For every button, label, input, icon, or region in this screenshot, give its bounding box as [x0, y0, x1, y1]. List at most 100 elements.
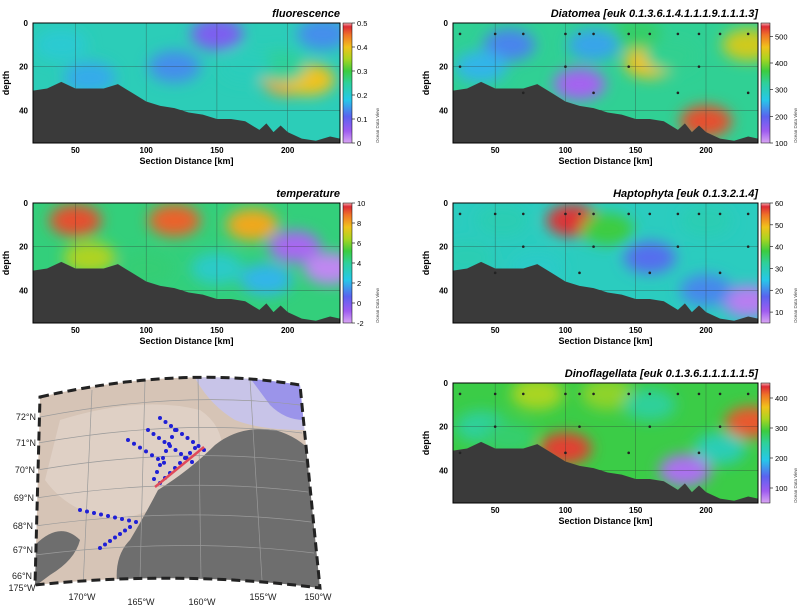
station-point: [144, 449, 148, 454]
lat-label-70: 70°N: [15, 465, 35, 475]
sample-point: [746, 245, 750, 248]
y-axis-label: depth: [421, 251, 431, 276]
colorbar-tick-label: 10: [775, 308, 783, 317]
sample-point: [521, 392, 525, 396]
station-point: [193, 446, 197, 450]
station-point: [158, 463, 162, 467]
station-point: [173, 428, 177, 432]
field-blob-9: [553, 68, 606, 101]
y-tick-label: 0: [444, 199, 449, 208]
station-point: [138, 445, 142, 450]
colorbar-tick-label: 40: [775, 243, 783, 252]
x-tick-label: 100: [559, 506, 573, 515]
sample-point: [746, 392, 750, 396]
y-axis-label: depth: [1, 251, 11, 276]
sample-point: [493, 271, 497, 275]
station-point: [78, 508, 82, 512]
y-tick-label: 20: [439, 243, 448, 252]
station-point: [190, 460, 194, 464]
y-tick-label: 0: [24, 199, 29, 208]
section-panel-1: fluorescence 50 100 150 200 0 20 40 Section Dist…: [1, 8, 380, 166]
y-axis-label: depth: [421, 71, 431, 96]
grid-lines: [453, 203, 758, 323]
station-point: [178, 461, 182, 465]
station-point: [146, 428, 150, 432]
sample-point: [746, 212, 750, 216]
station-point: [98, 546, 102, 550]
sample-point: [648, 271, 652, 275]
y-axis-label: depth: [421, 431, 431, 456]
sample-point: [493, 32, 497, 36]
sample-point: [578, 212, 581, 216]
colorbar-watermark: Ocean Data View: [793, 467, 798, 503]
sample-point: [578, 425, 581, 428]
x-axis-label: Section Distance [km]: [558, 156, 652, 166]
field-blob-3: [722, 28, 758, 61]
chart-title: fluorescence: [272, 8, 340, 20]
station-point: [161, 456, 165, 460]
colorbar-tick-label: 0.3: [357, 67, 367, 76]
sample-point: [627, 65, 630, 68]
sample-point: [592, 245, 595, 248]
plot-frame: [452, 22, 759, 144]
field-blob-4: [581, 383, 634, 410]
station-point: [173, 448, 178, 452]
colorbar-watermark: Ocean Data View: [375, 107, 380, 143]
map-frame: [33, 375, 322, 590]
lon-label-170: 170°W: [68, 592, 96, 602]
sample-point: [676, 32, 680, 36]
colorbar-tick-label: 6: [357, 239, 361, 248]
station-map: 72°N 71°N 70°N 69°N 68°N 67°N 66°N 175°W…: [8, 375, 332, 607]
station-point: [132, 441, 136, 446]
station-point: [156, 457, 160, 461]
field-blob-8: [694, 432, 747, 465]
sample-point: [697, 212, 701, 216]
x-tick-label: 200: [699, 146, 713, 155]
sample-point: [564, 65, 567, 68]
colorbar-tick-label: 10: [357, 199, 365, 208]
sample-point: [648, 212, 652, 216]
x-tick-label: 150: [629, 506, 643, 515]
station-point: [120, 517, 124, 521]
station-point: [155, 470, 159, 474]
sample-point: [493, 425, 497, 428]
sample-point: [746, 91, 750, 95]
plot-frame: [32, 202, 341, 324]
sample-point: [648, 32, 652, 36]
seafloor-bathymetry: [453, 441, 758, 503]
station-point: [196, 444, 201, 448]
x-tick-label: 50: [71, 326, 80, 335]
sample-points: [458, 32, 750, 95]
field-blob-5: [623, 241, 676, 274]
alaska-landmass: [116, 429, 320, 588]
field-blob-4: [63, 241, 116, 274]
sample-point: [592, 212, 595, 216]
chart-title: Diatomea [euk 0.1.3.6.1.4.1.1.1.9.1.1.1.…: [551, 8, 759, 20]
colorbar-tick-label: 20: [775, 286, 783, 295]
sample-point: [564, 32, 567, 36]
sample-point: [458, 451, 462, 455]
field-blob-9: [304, 252, 340, 285]
station-point: [118, 532, 122, 536]
x-tick-label: 200: [281, 146, 295, 155]
station-point: [169, 424, 173, 428]
sample-point: [592, 32, 595, 36]
colorbar-tick-label: 2: [357, 279, 361, 288]
field-blob-3: [511, 383, 564, 410]
x-axis-label: Section Distance [km]: [139, 156, 233, 166]
station-point: [191, 440, 195, 444]
y-tick-label: 40: [439, 286, 448, 295]
station-point: [128, 525, 132, 529]
sample-point: [578, 392, 581, 396]
colorbar: [342, 202, 353, 324]
station-point: [92, 511, 96, 515]
colorbar-watermark: Ocean Data View: [793, 287, 798, 323]
sample-points: [458, 392, 750, 455]
colorbar-tick-label: 4: [357, 259, 361, 268]
station-point: [162, 460, 166, 465]
y-axis-label: depth: [1, 71, 11, 96]
seafloor-bathymetry: [33, 261, 340, 323]
colorbar-tick-label: 30: [775, 264, 783, 273]
sample-point: [564, 451, 567, 455]
